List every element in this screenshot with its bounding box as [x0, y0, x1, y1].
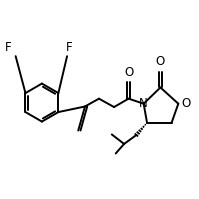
Text: O: O	[182, 97, 191, 110]
Text: O: O	[124, 66, 133, 79]
Text: F: F	[65, 41, 72, 54]
Text: N: N	[139, 97, 148, 110]
Text: F: F	[5, 41, 12, 54]
Text: O: O	[156, 56, 165, 68]
